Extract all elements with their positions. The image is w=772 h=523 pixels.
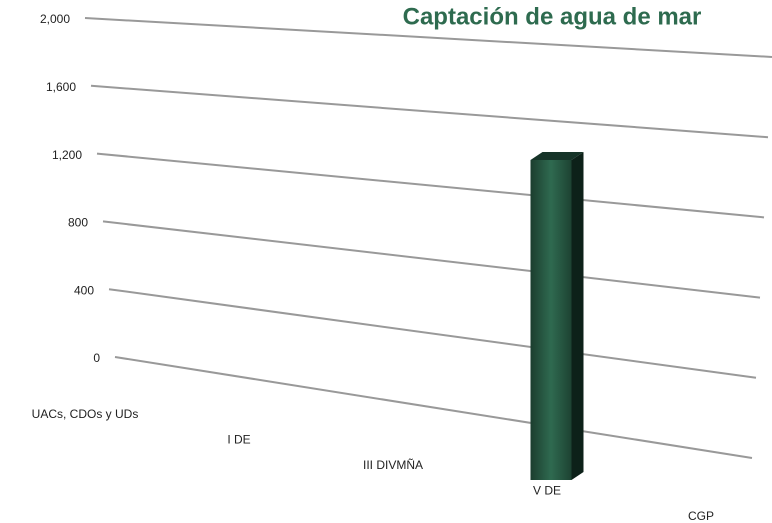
x-tick-label: UACs, CDOs y UDs	[32, 407, 139, 421]
x-tick-label: III DIVMÑA	[363, 458, 423, 472]
y-tick-label: 2,000	[40, 12, 70, 26]
y-tick-label: 0	[93, 351, 100, 365]
x-tick-label: V DE	[533, 484, 561, 498]
grid-line	[84, 17, 772, 58]
bar-top	[530, 152, 584, 160]
grid-line	[108, 288, 757, 379]
y-tick-label: 800	[68, 216, 88, 230]
x-tick-label: CGP	[688, 509, 714, 523]
chart-title: Captación de agua de mar	[403, 3, 702, 30]
x-tick-label: I DE	[227, 433, 250, 447]
grid-line	[114, 356, 753, 459]
bar-side	[571, 152, 584, 480]
y-tick-label: 1,600	[46, 80, 76, 94]
grid-line	[90, 84, 769, 139]
y-tick-label: 400	[74, 283, 94, 297]
grid-line	[96, 152, 765, 219]
y-tick-label: 1,200	[52, 148, 82, 162]
grid-line	[102, 220, 761, 299]
bar	[530, 160, 572, 480]
